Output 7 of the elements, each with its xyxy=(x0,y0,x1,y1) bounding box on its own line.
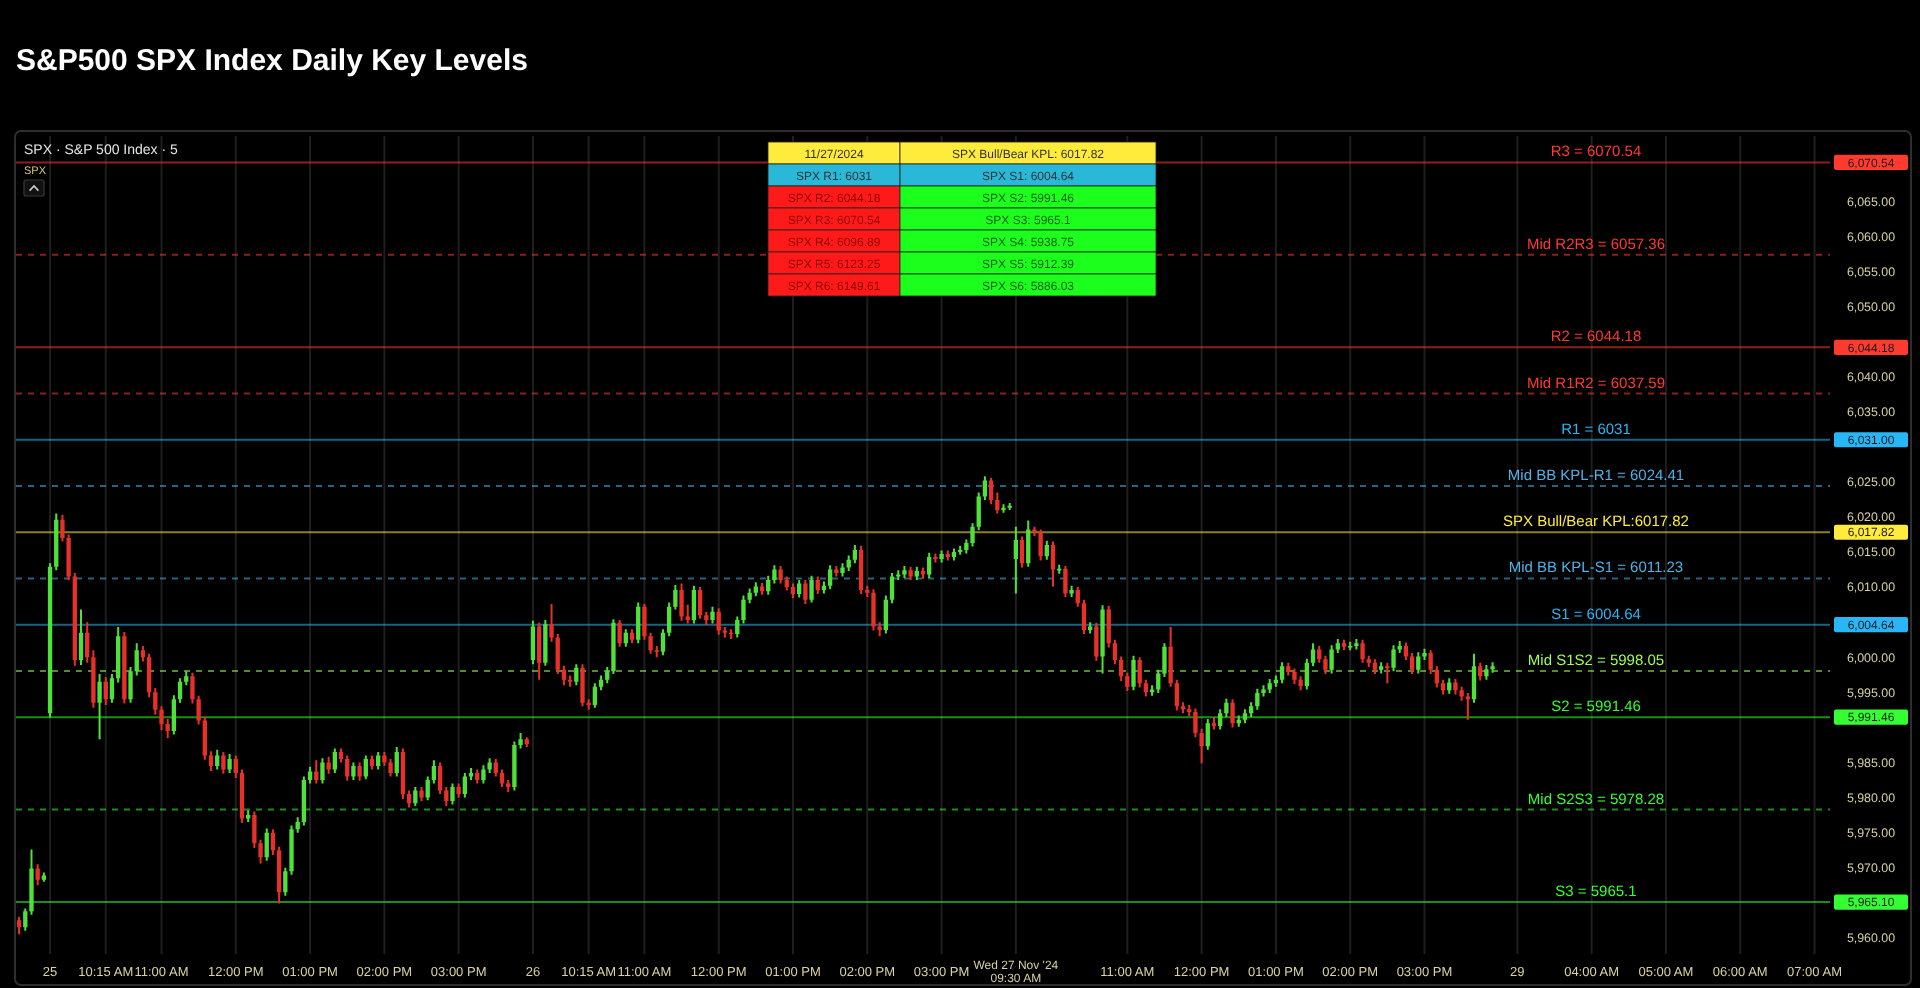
candlestick xyxy=(840,563,845,577)
candlestick xyxy=(1385,662,1390,684)
candlestick xyxy=(1354,639,1359,650)
candlestick xyxy=(1001,504,1006,513)
candlestick xyxy=(1490,662,1495,673)
candlestick xyxy=(933,553,938,563)
chart-title: S&P500 SPX Index Daily Key Levels xyxy=(16,44,528,78)
